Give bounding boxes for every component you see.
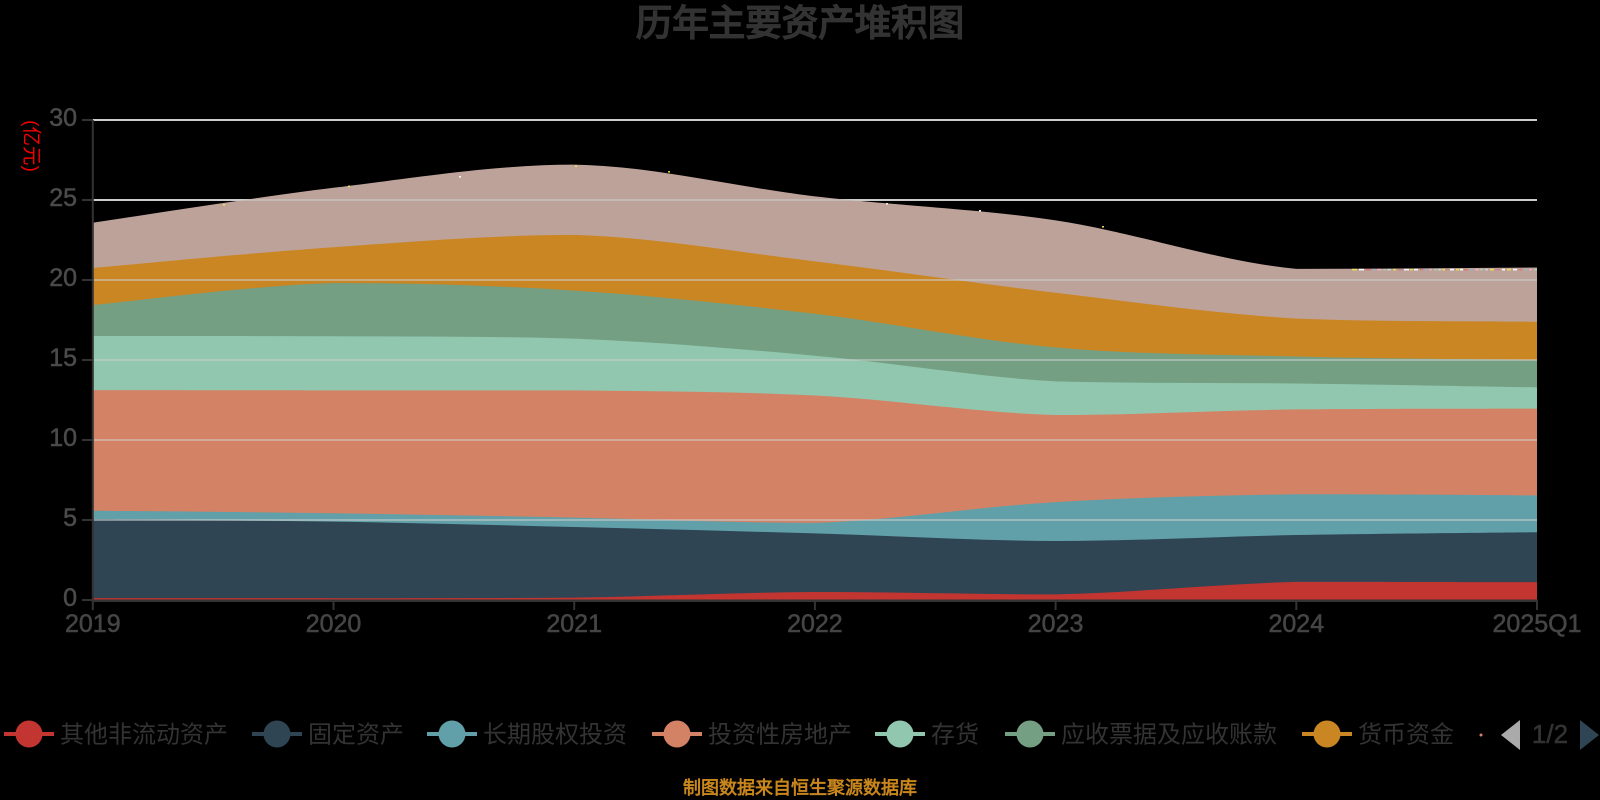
svg-text:2024: 2024 [1268, 610, 1324, 638]
svg-text:15: 15 [49, 344, 77, 372]
svg-text:应收票据及应收账款: 应收票据及应收账款 [1061, 722, 1277, 749]
svg-text:25: 25 [49, 184, 77, 212]
svg-text:0: 0 [63, 584, 77, 612]
svg-text:5: 5 [63, 504, 77, 532]
svg-text:2022: 2022 [787, 610, 843, 638]
svg-text:10: 10 [49, 424, 77, 452]
svg-text:2020: 2020 [306, 610, 362, 638]
svg-text:1/2: 1/2 [1532, 719, 1568, 749]
svg-text:(亿元): (亿元) [20, 120, 42, 172]
svg-text:存货: 存货 [931, 722, 979, 749]
svg-text:长期股权投资: 长期股权投资 [483, 722, 627, 749]
svg-text:其他非流动资产: 其他非流动资产 [60, 722, 228, 749]
svg-text:货币资金: 货币资金 [1358, 722, 1454, 749]
svg-text:20: 20 [49, 264, 77, 292]
svg-text:2021: 2021 [546, 610, 602, 638]
svg-text:制图数据来自恒生聚源数据库: 制图数据来自恒生聚源数据库 [683, 777, 917, 798]
svg-text:30: 30 [49, 104, 77, 132]
svg-text:2025Q1: 2025Q1 [1493, 610, 1582, 638]
svg-text:投资性房地产: 投资性房地产 [708, 722, 852, 749]
svg-text:固定资产: 固定资产 [308, 722, 404, 749]
svg-text:历年主要资产堆积图: 历年主要资产堆积图 [636, 3, 965, 44]
svg-text:2023: 2023 [1028, 610, 1084, 638]
svg-text:2019: 2019 [65, 610, 121, 638]
